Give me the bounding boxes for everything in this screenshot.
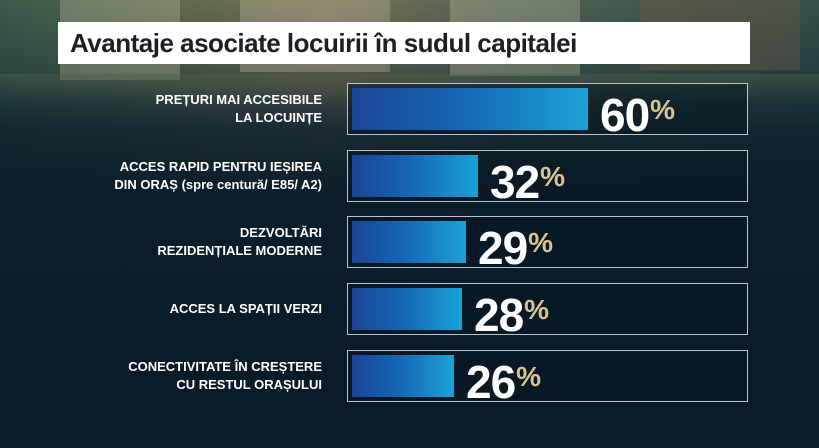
data-label: 60% <box>600 89 675 141</box>
bar-track: 28% <box>347 283 748 341</box>
row-label: PREȚURI MAI ACCESIBILE LA LOCUINȚE <box>60 83 322 135</box>
percent-sign: % <box>524 294 549 325</box>
row-label-line1: PREȚURI MAI ACCESIBILE <box>155 92 322 107</box>
row-label-line1: DEZVOLTĂRI <box>239 225 322 240</box>
bar <box>352 221 466 263</box>
row-label: CONECTIVITATE ÎN CREȘTERE CU RESTUL ORAȘU… <box>60 350 322 402</box>
data-label: 28% <box>474 289 549 341</box>
row-label: DEZVOLTĂRI REZIDENȚIALE MODERNE <box>60 216 322 268</box>
bar <box>352 155 478 197</box>
row-label-note: (spre centură/ E85/ A2) <box>177 177 322 192</box>
percent-sign: % <box>540 161 565 192</box>
row-label-line1: ACCES LA SPAȚII VERZI <box>169 301 322 316</box>
chart-title: Avantaje asociate locuirii în sudul capi… <box>70 28 577 58</box>
bar-track: 29% <box>347 216 748 274</box>
title-box: Avantaje asociate locuirii în sudul capi… <box>58 22 750 64</box>
row-label-line1: ACCES RAPID PENTRU IEȘIREA <box>119 159 322 174</box>
data-label: 26% <box>466 356 541 408</box>
data-label: 32% <box>490 156 565 208</box>
bar <box>352 288 462 330</box>
row-label: ACCES RAPID PENTRU IEȘIREA DIN ORAȘ (spre… <box>60 150 322 202</box>
percent-sign: % <box>650 94 675 125</box>
bar-track: 26% <box>347 350 748 408</box>
percent-sign: % <box>516 361 541 392</box>
bar <box>352 355 454 397</box>
row-label-line1: CONECTIVITATE ÎN CREȘTERE <box>128 359 322 374</box>
bar <box>352 88 588 130</box>
row-label: ACCES LA SPAȚII VERZI <box>60 283 322 335</box>
row-label-line2: LA LOCUINȚE <box>235 110 322 125</box>
bar-track: 32% <box>347 150 748 208</box>
row-label-line2: DIN ORAȘ (spre centură/ E85/ A2) <box>114 177 322 192</box>
data-label: 29% <box>478 222 553 274</box>
bar-track: 60% <box>347 83 748 141</box>
row-label-line2: REZIDENȚIALE MODERNE <box>157 243 322 258</box>
row-label-line2: CU RESTUL ORAȘULUI <box>176 377 322 392</box>
percent-sign: % <box>528 227 553 258</box>
